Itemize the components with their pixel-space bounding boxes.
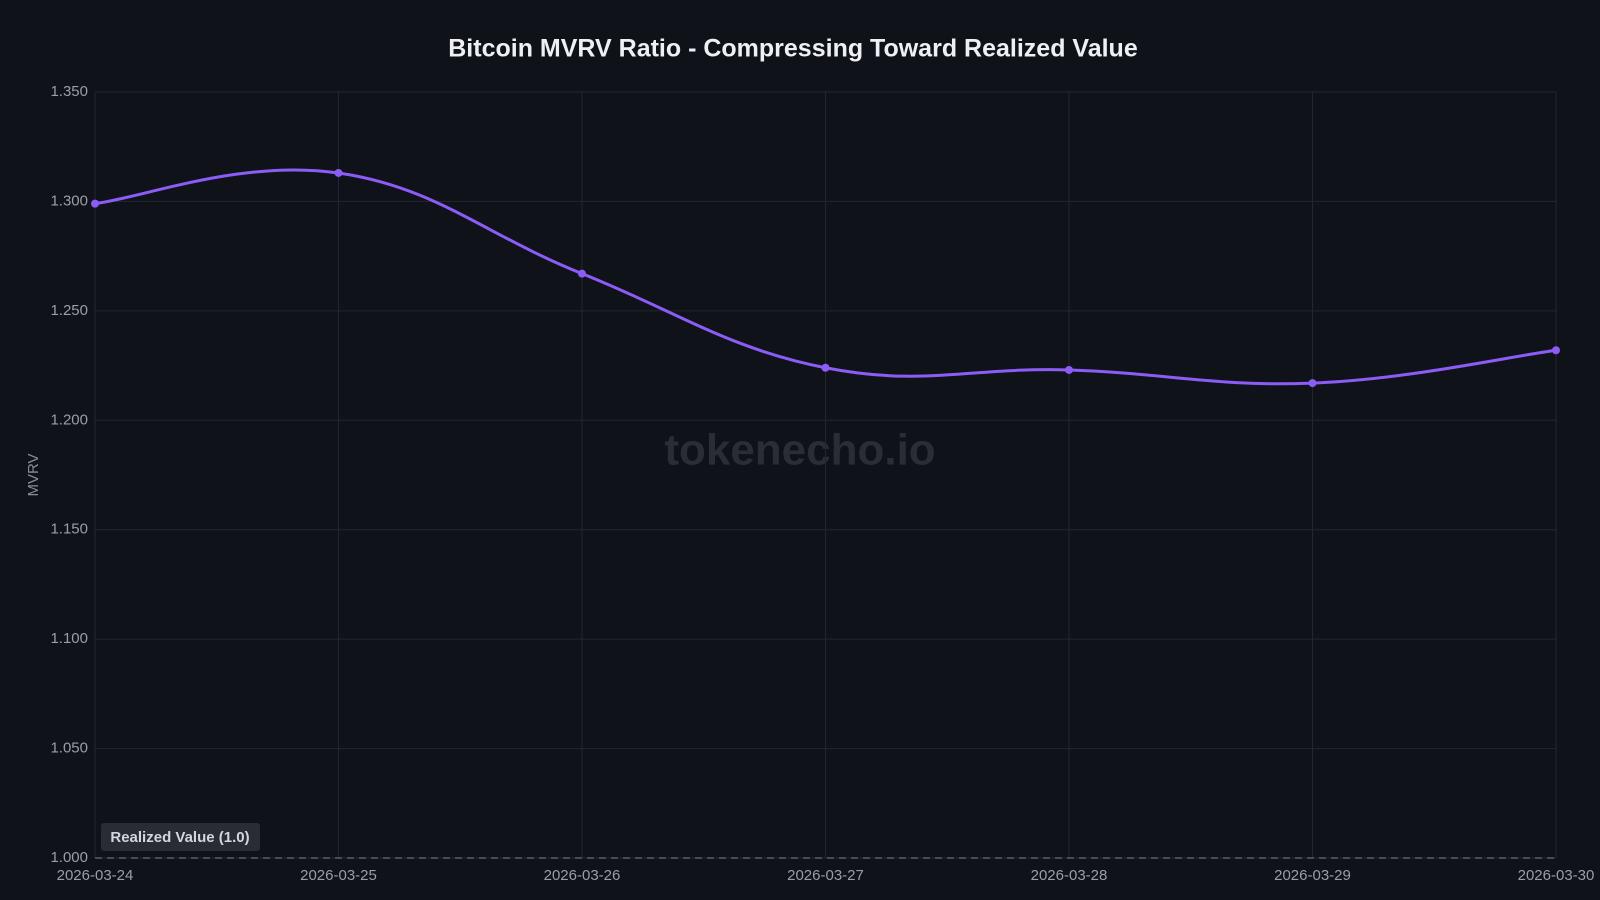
x-tick-label: 2026-03-26 xyxy=(544,867,621,884)
annotation-box xyxy=(101,823,260,851)
x-tick-label: 2026-03-25 xyxy=(300,867,377,884)
y-tick-label: 1.050 xyxy=(50,740,88,757)
x-tick-label: 2026-03-24 xyxy=(57,867,134,884)
x-tick-label: 2026-03-27 xyxy=(787,867,864,884)
x-tick-label: 2026-03-30 xyxy=(1518,867,1595,884)
y-tick-label: 1.250 xyxy=(50,302,88,319)
y-tick-label: 1.150 xyxy=(50,521,88,538)
y-tick-label: 1.200 xyxy=(50,411,88,428)
y-axis-label: MVRV xyxy=(25,453,42,496)
annotation-label: Realized Value (1.0) xyxy=(110,829,249,846)
chart-title: Bitcoin MVRV Ratio - Compressing Toward … xyxy=(448,35,1138,63)
y-tick-label: 1.350 xyxy=(50,83,88,100)
data-point xyxy=(578,269,586,278)
y-tick-label: 1.300 xyxy=(50,192,88,209)
watermark: tokenecho.io xyxy=(664,426,935,475)
data-point xyxy=(1552,346,1560,355)
x-tick-label: 2026-03-29 xyxy=(1274,867,1351,884)
data-point xyxy=(1308,379,1317,388)
data-point xyxy=(91,199,99,208)
y-tick-label: 1.000 xyxy=(50,849,88,866)
x-tick-label: 2026-03-28 xyxy=(1031,867,1108,884)
data-point xyxy=(334,168,343,177)
data-point xyxy=(821,363,830,372)
data-point xyxy=(1065,365,1073,374)
y-tick-label: 1.100 xyxy=(50,630,88,647)
